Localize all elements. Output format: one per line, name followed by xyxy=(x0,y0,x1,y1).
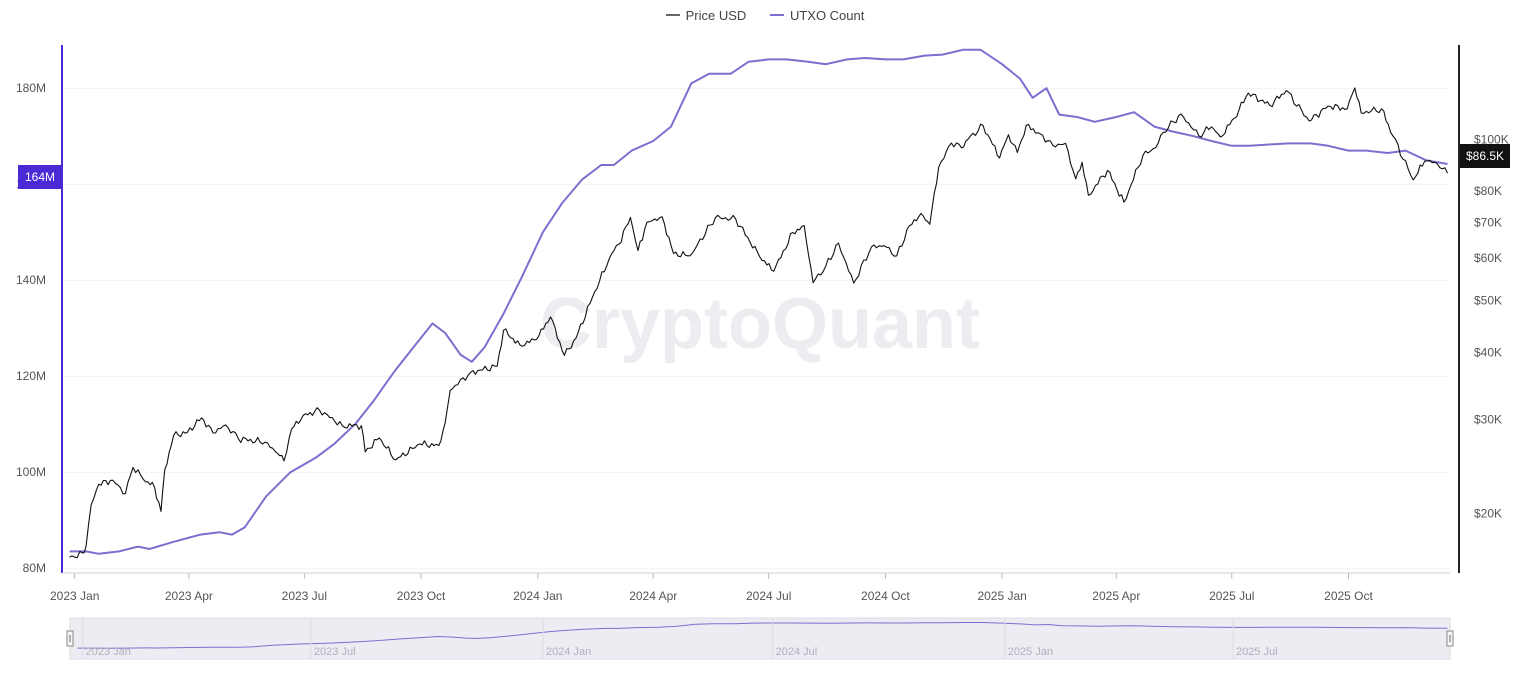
crosshair-left-label: 164M xyxy=(25,170,55,184)
navigator-tick-label: 2024 Jan xyxy=(546,646,591,658)
navigator-tick-label: 2025 Jan xyxy=(1008,646,1053,658)
navigator-tick-label: 2023 Jul xyxy=(314,646,356,658)
legend: Price USD UTXO Count xyxy=(0,4,1530,23)
legend-swatch-utxo xyxy=(769,14,784,16)
series-line-utxo-count xyxy=(69,48,1448,555)
grid-lines xyxy=(62,87,1450,569)
navigator-tick-label: 2023 Jan xyxy=(86,646,131,658)
y-left-tick-label: 80M xyxy=(23,561,46,575)
x-tick-label: 2023 Jul xyxy=(282,589,327,603)
y-right-tick-label: $80K xyxy=(1474,184,1502,198)
series-layer xyxy=(69,48,1448,559)
navigator-window[interactable] xyxy=(69,617,1451,660)
navigator-tick-label: 2025 Jul xyxy=(1236,646,1278,658)
crosshair-left-label-bg xyxy=(18,165,62,189)
x-tick-label: 2023 Oct xyxy=(397,589,446,603)
axes: 80M100M120M140M160M180M$20K$30K$40K$50K$… xyxy=(16,45,1509,603)
y-right-tick-label: $100K xyxy=(1474,132,1509,146)
legend-label-price: Price USD xyxy=(685,7,747,23)
legend-label-utxo: UTXO Count xyxy=(789,7,865,23)
x-tick-label: 2023 Apr xyxy=(165,589,213,603)
y-left-tick-label: 100M xyxy=(16,465,46,479)
x-tick-label: 2025 Jul xyxy=(1209,589,1254,603)
crosshair-labels: 164M $86.5K xyxy=(18,144,1510,189)
x-tick-label: 2024 Jul xyxy=(746,589,791,603)
y-right-tick-label: $40K xyxy=(1474,345,1502,359)
legend-item-utxo[interactable]: UTXO Count xyxy=(769,7,865,23)
y-right-tick-label: $30K xyxy=(1474,412,1502,426)
navigator[interactable]: 2023 Jan 2023 Jul 2024 Jan 2024 Jul 2025 Jan… xyxy=(66,617,1454,660)
y-right-tick-label: $70K xyxy=(1474,215,1502,229)
y-left-tick-label: 140M xyxy=(16,273,46,287)
x-tick-label: 2024 Oct xyxy=(861,589,910,603)
x-tick-label: 2025 Jan xyxy=(977,589,1026,603)
x-tick-label: 2025 Apr xyxy=(1092,589,1140,603)
y-left-tick-label: 180M xyxy=(16,81,46,95)
watermark-text: CryptoQuant xyxy=(540,284,980,364)
y-right-tick-label: $20K xyxy=(1474,507,1502,521)
navigator-series-line xyxy=(77,622,1448,649)
x-tick-label: 2023 Jan xyxy=(50,589,99,603)
series-line-price-usd xyxy=(69,87,1448,559)
legend-item-price[interactable]: Price USD xyxy=(665,7,747,23)
x-tick-label: 2024 Apr xyxy=(629,589,677,603)
y-right-tick-label: $60K xyxy=(1474,251,1502,265)
x-tick-label: 2024 Jan xyxy=(513,589,562,603)
legend-swatch-price xyxy=(665,14,680,16)
crosshair-right-label: $86.5K xyxy=(1466,149,1504,163)
x-tick-label: 2025 Oct xyxy=(1324,589,1373,603)
y-right-tick-label: $50K xyxy=(1474,294,1502,308)
crosshair-right-label-bg xyxy=(1460,144,1510,168)
y-left-tick-label: 120M xyxy=(16,369,46,383)
navigator-tick-label: 2024 Jul xyxy=(776,646,818,658)
